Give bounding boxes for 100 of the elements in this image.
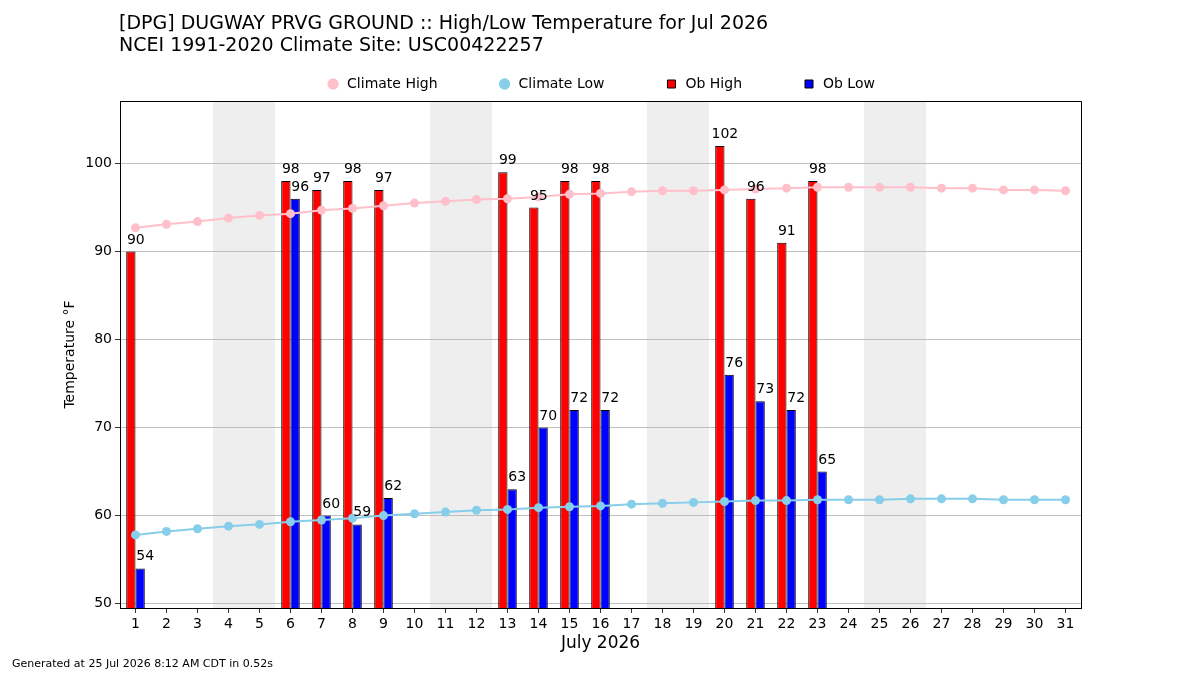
point (720, 185, 729, 195)
x-tick-label: 15 (560, 615, 579, 632)
data-label: 90 (126, 230, 145, 247)
chart-title: [DPG] DUGWAY PRVG GROUND :: High/Low Temperature for Jul 2026 (119, 11, 769, 33)
x-tick-label: 12 (467, 615, 486, 632)
point (534, 503, 543, 513)
y-axis-title: Temperature °F (61, 300, 78, 410)
point (782, 496, 791, 506)
x-tick-label: 31 (1056, 615, 1075, 632)
point (286, 517, 295, 527)
chart-subtitle: NCEI 1991-2020 Climate Site: USC00422257 (119, 33, 544, 55)
x-tick-label: 17 (622, 615, 641, 632)
data-label: 98 (343, 160, 362, 177)
point (410, 198, 419, 208)
point (1030, 185, 1039, 195)
point (689, 186, 698, 196)
legend-label: Climate High (347, 74, 438, 91)
point (813, 182, 822, 192)
data-label: 63 (508, 468, 527, 485)
point (224, 213, 233, 223)
point (255, 210, 264, 220)
legend-label: Ob Low (823, 74, 875, 91)
data-label: 72 (601, 388, 620, 405)
x-tick-label: 1 (131, 615, 140, 632)
point (565, 189, 574, 199)
point (627, 187, 636, 197)
x-tick-label: 2 (162, 615, 171, 632)
point (627, 499, 636, 509)
data-label: 98 (808, 160, 827, 177)
x-tick-label: 8 (348, 615, 357, 632)
point (689, 497, 698, 507)
point (813, 495, 822, 505)
data-label: 70 (539, 406, 558, 423)
point (844, 495, 853, 505)
point (348, 203, 357, 213)
data-label: 98 (281, 160, 300, 177)
y-tick-label: 50 (94, 594, 112, 611)
x-tick-label: 26 (901, 615, 920, 632)
point (751, 496, 760, 506)
point (410, 509, 419, 519)
x-tick-label: 19 (684, 615, 703, 632)
x-tick-label: 11 (436, 615, 455, 632)
x-tick-label: 22 (777, 615, 796, 632)
data-label: 73 (756, 380, 775, 397)
point (131, 530, 140, 540)
x-tick-label: 4 (224, 615, 234, 632)
y-tick-label: 60 (94, 506, 112, 523)
x-tick-label: 30 (1025, 615, 1044, 632)
x-tick-label: 9 (379, 615, 388, 632)
x-tick-label: 29 (994, 615, 1013, 632)
x-tick-label: 7 (317, 615, 326, 632)
data-label: 59 (353, 503, 372, 520)
data-label: 99 (498, 151, 517, 168)
data-label: 97 (374, 168, 393, 185)
point (844, 182, 853, 192)
point (379, 201, 388, 211)
point (937, 494, 946, 504)
data-label: 98 (591, 160, 610, 177)
point (720, 497, 729, 506)
data-label: 62 (384, 476, 403, 493)
y-tick-label: 100 (85, 154, 112, 171)
point (906, 494, 915, 504)
x-tick-label: 5 (255, 615, 264, 632)
point (1061, 186, 1070, 196)
point (379, 511, 388, 521)
x-tick-label: 16 (591, 615, 610, 632)
point (317, 515, 326, 525)
data-label: 97 (312, 168, 331, 185)
point (317, 205, 326, 215)
point (131, 223, 140, 233)
point (968, 494, 977, 504)
point (968, 183, 977, 193)
point (596, 188, 605, 198)
point (162, 526, 171, 536)
x-tick-label: 27 (932, 615, 951, 632)
data-label: 72 (570, 388, 589, 405)
point (472, 195, 481, 205)
x-tick-label: 18 (653, 615, 672, 632)
point (875, 182, 884, 192)
point (937, 183, 946, 193)
point (441, 507, 450, 517)
data-label: 102 (711, 124, 739, 141)
data-label: 91 (777, 221, 796, 238)
y-tick-label: 70 (94, 418, 112, 435)
point (658, 186, 667, 196)
y-tick-label: 90 (94, 242, 112, 259)
point (565, 502, 574, 512)
x-tick-label: 3 (193, 615, 202, 632)
point (193, 217, 202, 227)
data-label: 60 (322, 494, 341, 511)
x-tick-label: 6 (286, 615, 296, 632)
x-tick-label: 14 (529, 615, 548, 632)
point (906, 182, 915, 192)
legend-label: Climate Low (518, 74, 605, 91)
data-label: 95 (529, 186, 548, 203)
data-label: 54 (136, 547, 155, 564)
point (193, 524, 202, 534)
point (441, 196, 450, 206)
point (286, 209, 295, 219)
point (472, 505, 481, 515)
